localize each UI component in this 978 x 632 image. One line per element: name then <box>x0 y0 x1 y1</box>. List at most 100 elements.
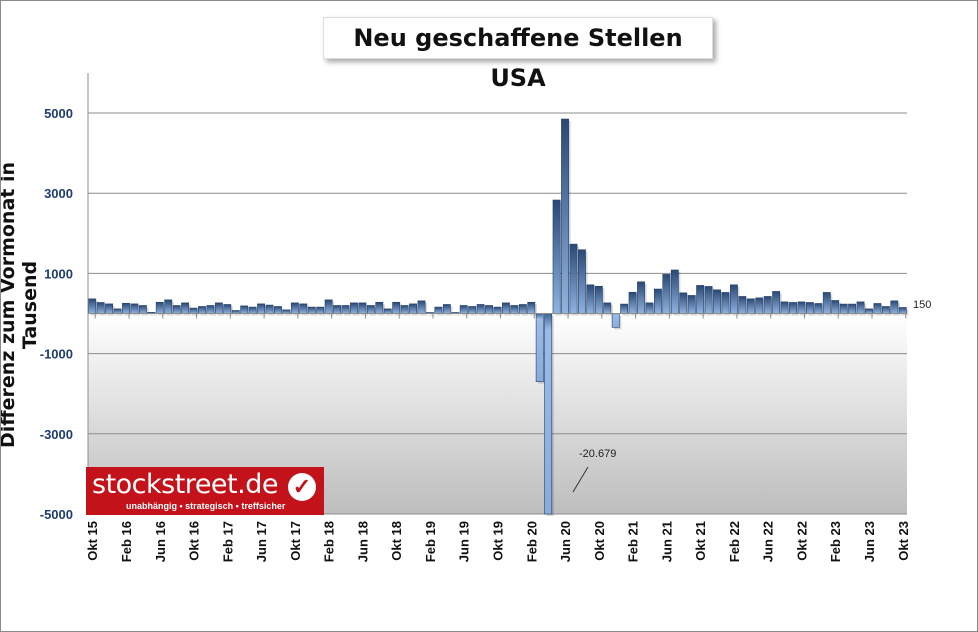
bar <box>350 302 358 314</box>
bar <box>561 118 569 314</box>
x-tick-label: Okt 22 <box>794 521 809 561</box>
bar <box>307 306 316 314</box>
y-tick-label: -5000 <box>40 507 73 522</box>
bar <box>594 285 603 314</box>
bar <box>138 305 147 314</box>
bar <box>316 306 325 314</box>
bar <box>780 301 789 314</box>
bar <box>544 313 553 515</box>
bar <box>620 303 629 314</box>
bar <box>848 303 857 314</box>
x-tick-label: Okt 15 <box>85 521 100 561</box>
bar <box>881 306 890 314</box>
bar <box>164 299 173 314</box>
bar <box>366 305 375 314</box>
x-tick-label: Jun 19 <box>457 521 472 562</box>
bar <box>333 305 341 314</box>
bar <box>282 309 291 314</box>
x-tick-label: Feb 16 <box>119 521 134 562</box>
bar <box>890 300 899 314</box>
bar <box>181 302 190 314</box>
bar <box>755 297 764 314</box>
bar <box>400 305 409 314</box>
bar <box>645 302 654 314</box>
x-tick-label: Okt 18 <box>389 521 404 561</box>
bar <box>341 305 350 314</box>
bar <box>535 313 544 382</box>
bar <box>358 302 367 314</box>
x-tick-label: Feb 21 <box>626 521 641 562</box>
x-tick-label: Okt 21 <box>693 521 708 561</box>
bar <box>130 303 139 314</box>
bar <box>493 306 502 314</box>
bar <box>527 301 536 314</box>
y-tick-label: 5000 <box>44 106 73 121</box>
stockstreet-logo: stockstreet.de unabhängig • strategisch … <box>86 467 324 515</box>
bar-shadow <box>149 314 157 316</box>
bar <box>721 292 730 314</box>
bar <box>189 307 198 314</box>
bar <box>578 249 586 314</box>
bar <box>704 286 713 314</box>
bar <box>822 292 831 314</box>
y-tick-label: 1000 <box>44 266 73 281</box>
chart-title: Neu geschaffene Stellen USA <box>323 17 713 92</box>
x-tick-label: Jun 21 <box>659 521 674 562</box>
x-tick-label: Okt 17 <box>288 521 303 561</box>
bar <box>248 306 257 314</box>
bar <box>468 306 477 314</box>
annotation-leader-line <box>572 466 589 493</box>
bar <box>797 301 806 314</box>
bar <box>198 306 206 314</box>
bar <box>713 289 721 314</box>
bar <box>502 302 510 314</box>
bar <box>831 300 840 314</box>
bar-shadow <box>453 314 461 316</box>
bar <box>679 292 688 314</box>
bar <box>873 303 882 314</box>
bar <box>122 302 130 314</box>
bar <box>105 303 114 314</box>
x-tick-label: Jun 22 <box>761 521 776 562</box>
bar <box>240 305 249 314</box>
bar <box>324 299 333 314</box>
bar <box>417 300 426 314</box>
bar <box>290 302 299 314</box>
x-tick-label: Okt 23 <box>896 521 911 561</box>
bar-shadow <box>428 314 436 316</box>
bar <box>172 305 181 314</box>
bar <box>586 284 595 314</box>
bar <box>611 313 620 328</box>
bar <box>696 285 705 314</box>
bar <box>375 301 384 314</box>
bar <box>569 243 578 314</box>
bar <box>738 296 747 314</box>
bar <box>257 303 266 314</box>
bar <box>485 305 493 314</box>
y-tick-label: 3000 <box>44 186 73 201</box>
logo-brand: stockstreet.de <box>92 469 278 500</box>
bar <box>442 304 451 314</box>
bar <box>518 304 527 314</box>
bar <box>434 306 443 314</box>
x-tick-label: Jun 18 <box>355 521 370 562</box>
annotation-min-label: -20.679 <box>579 448 616 460</box>
bar <box>459 305 468 314</box>
bar <box>763 296 772 314</box>
bar <box>805 302 814 314</box>
bar <box>865 308 873 314</box>
x-tick-label: Feb 18 <box>322 521 337 562</box>
bar <box>155 301 164 314</box>
y-tick-label: -3000 <box>40 427 73 442</box>
bar <box>789 302 797 314</box>
bar <box>299 303 308 314</box>
x-tick-label: Jun 17 <box>254 521 269 562</box>
bar <box>113 308 122 314</box>
bar <box>214 302 223 314</box>
x-tick-label: Feb 22 <box>727 521 742 562</box>
bar <box>662 274 671 314</box>
bar <box>392 301 401 314</box>
bar <box>510 305 519 314</box>
